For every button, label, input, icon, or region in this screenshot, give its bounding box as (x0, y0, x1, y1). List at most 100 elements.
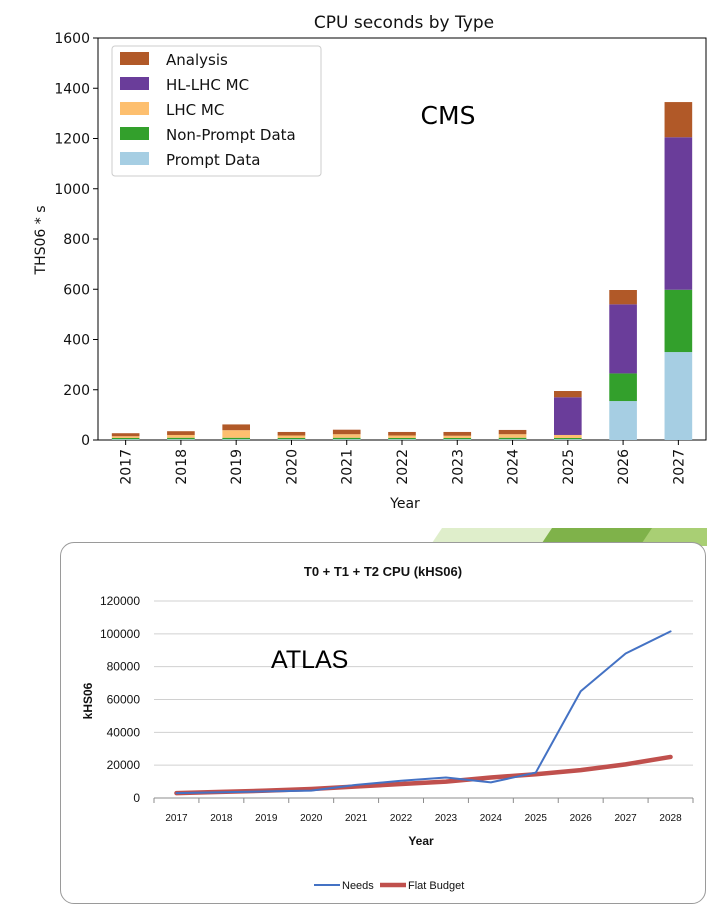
cms-bar-prompt-data-2026 (609, 401, 637, 440)
cms-bar-prompt-data-2024 (498, 439, 527, 440)
cms-bar-non-prompt-data-2020 (277, 437, 306, 440)
cms-bar-analysis-2026 (609, 290, 637, 305)
cms-x-tick-label: 2026 (616, 449, 632, 485)
atlas-x-tick-label: 2022 (390, 813, 413, 824)
atlas-gridlines (154, 600, 693, 799)
cms-x-tick-label: 2022 (395, 449, 411, 485)
cms-chart-panel: 0 200 400 600 800 1000 1200 1400 1600 2017 2018 20… (33, 13, 707, 512)
cms-bar-lhc-mc-2018 (167, 434, 195, 438)
atlas-chart-panel: 0 20000 40000 60000 80000 100000 120000 2017 20… (60, 542, 706, 904)
cms-bar-lhc-mc-2024 (498, 434, 527, 438)
cms-x-tick-label: 2021 (340, 449, 356, 485)
cms-bar-non-prompt-data-2026 (609, 373, 637, 402)
cms-legend-box (111, 45, 322, 177)
cms-bar-non-prompt-data-2023 (443, 437, 472, 440)
cms-y-tick-label: 1400 (54, 81, 90, 97)
decorative-banner (430, 528, 707, 546)
cms-chart-title: CPU seconds by Type (314, 13, 494, 33)
cms-y-axis: 0 200 400 600 800 1000 1200 1400 1600 (54, 31, 98, 449)
atlas-x-tick-label: 2025 (525, 813, 548, 824)
cms-bar-analysis-2025 (554, 391, 582, 398)
cms-bar-prompt-data-2022 (388, 439, 416, 440)
cms-bar-hl-lhc-mc-2025 (554, 397, 582, 435)
atlas-series-line-flat-budget (174, 754, 673, 796)
cms-x-axis: 2017 2018 2019 2020 2021 2022 2023 2024 2025 2026… (119, 440, 687, 485)
atlas-y-axis: 0 20000 40000 60000 80000 100000 120000 (100, 594, 140, 805)
cms-bar-analysis-2023 (443, 431, 472, 436)
atlas-series-line-needs (175, 630, 672, 795)
cms-bar-non-prompt-data-2017 (111, 437, 140, 440)
cms-x-tick-label: 2017 (119, 449, 135, 485)
cms-y-tick-label: 800 (63, 232, 90, 248)
cms-y-tick-label: 1200 (54, 132, 90, 148)
atlas-x-tick-label: 2019 (255, 813, 278, 824)
cms-bar-lhc-mc-2021 (332, 434, 361, 438)
cms-y-tick-label: 600 (63, 282, 90, 298)
cms-bar-analysis-2017 (111, 433, 140, 437)
cms-y-tick-label: 1600 (54, 31, 90, 47)
cms-bar-analysis-2018 (167, 431, 195, 435)
atlas-annotation: ATLAS (271, 646, 348, 674)
cms-legend-swatch-prompt-data (120, 152, 149, 165)
atlas-x-tick-label: 2021 (345, 813, 368, 824)
banner-shape-mid (640, 528, 707, 546)
cms-legend-label-analysis: Analysis (166, 51, 228, 69)
cms-legend-swatch-lhc-mc (120, 102, 149, 115)
cms-bar-prompt-data-2020 (277, 439, 306, 440)
atlas-y-tick-label: 60000 (107, 693, 141, 707)
cms-y-tick-label: 200 (63, 383, 90, 399)
cms-bar-analysis-2027 (664, 102, 693, 138)
atlas-x-tick-label: 2026 (570, 813, 593, 824)
cms-legend-swatch-hl-lhc-mc (120, 77, 149, 90)
cms-annotation: CMS (421, 101, 476, 130)
cms-legend-label-lhc-mc: LHC MC (166, 101, 224, 119)
cms-bar-non-prompt-data-2021 (332, 437, 361, 440)
cms-bar-lhc-mc-2025 (554, 434, 582, 438)
atlas-x-tick-label: 2028 (659, 813, 682, 824)
cms-bar-analysis-2024 (498, 429, 527, 435)
cms-legend-swatch-non-prompt-data (120, 127, 149, 140)
cms-bar-lhc-mc-2019 (222, 430, 250, 438)
cms-bar-non-prompt-data-2018 (167, 437, 195, 440)
cms-y-tick-label: 1000 (54, 182, 90, 198)
cms-bar-non-prompt-data-2022 (388, 437, 416, 440)
cms-bar-non-prompt-data-2027 (664, 289, 693, 353)
cms-bar-prompt-data-2025 (554, 439, 582, 440)
cms-bar-analysis-2021 (332, 429, 361, 435)
cms-legend-swatch-analysis (120, 52, 149, 65)
atlas-y-axis-label: kHS06 (81, 682, 95, 719)
atlas-x-tick-label: 2020 (300, 813, 323, 824)
atlas-lines (174, 630, 673, 796)
cms-bar-analysis-2022 (388, 431, 416, 436)
cms-x-tick-label: 2020 (284, 449, 300, 485)
cms-legend-label-prompt-data: Prompt Data (166, 151, 260, 169)
cms-x-tick-label: 2019 (229, 449, 245, 485)
cms-x-tick-label: 2025 (561, 449, 577, 485)
atlas-chart-title: T0 + T1 + T2 CPU (kHS06) (304, 564, 462, 579)
atlas-x-axis: 2017 2018 2019 2020 2021 2022 2023 2024 2025 2026… (153, 798, 694, 824)
atlas-legend-label-flat-budget: Flat Budget (408, 880, 464, 892)
cms-bar-non-prompt-data-2025 (554, 437, 582, 440)
cms-x-axis-label: Year (389, 496, 420, 512)
atlas-legend: Needs Flat Budget (314, 880, 464, 892)
atlas-x-tick-label: 2027 (615, 813, 638, 824)
cms-bar-lhc-mc-2017 (111, 436, 140, 438)
atlas-x-tick-label: 2023 (435, 813, 458, 824)
cms-bar-prompt-data-2019 (222, 439, 250, 440)
cms-legend-label-hl-lhc-mc: HL-LHC MC (166, 76, 249, 94)
cms-y-tick-label: 0 (81, 433, 90, 449)
cms-bar-analysis-2020 (277, 431, 306, 436)
cms-legend: Analysis HL-LHC MC LHC MC Non-Prompt Data Pr… (111, 45, 322, 177)
atlas-x-tick-label: 2024 (480, 813, 503, 824)
atlas-x-tick-label: 2017 (165, 813, 188, 824)
cms-bar-prompt-data-2021 (332, 439, 361, 440)
atlas-legend-label-needs: Needs (342, 880, 374, 892)
cms-bar-lhc-mc-2023 (443, 435, 472, 438)
cms-legend-label-non-prompt-data: Non-Prompt Data (166, 126, 296, 144)
cms-bar-prompt-data-2017 (111, 439, 140, 440)
cms-bar-lhc-mc-2020 (277, 435, 306, 438)
cms-bar-prompt-data-2018 (167, 439, 195, 440)
